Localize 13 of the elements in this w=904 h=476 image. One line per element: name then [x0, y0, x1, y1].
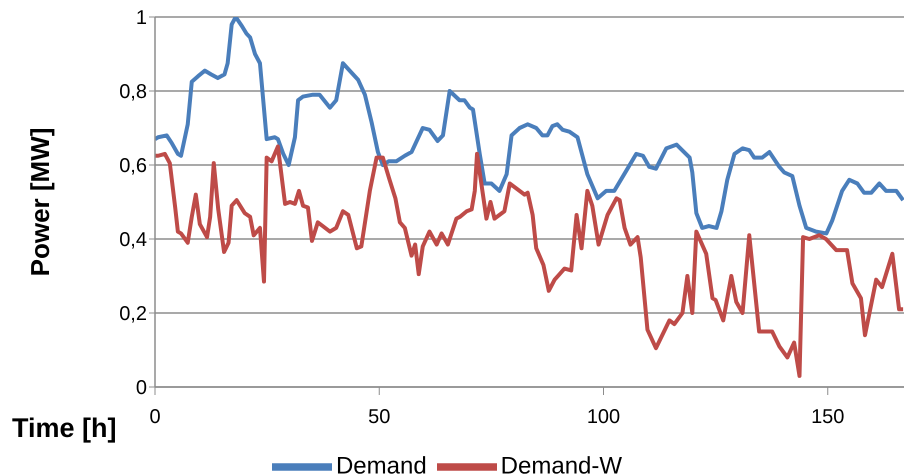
- y-tick-label: 0: [136, 377, 147, 400]
- legend-label: Demand: [336, 452, 427, 476]
- y-axis-title: Power [MW]: [25, 128, 56, 276]
- x-axis-title: Time [h]: [12, 413, 117, 444]
- x-tick-label: 50: [368, 406, 390, 428]
- y-tick-label: 0,8: [119, 81, 147, 104]
- x-tick-label: 150: [811, 406, 844, 428]
- y-tick-label: 0,2: [119, 303, 147, 326]
- y-tick-label: 0,6: [119, 155, 147, 178]
- y-tick-label: 1: [136, 7, 147, 30]
- x-tick-label: 100: [586, 406, 620, 428]
- y-tick-label: 0,4: [119, 229, 147, 252]
- legend-label: Demand-W: [500, 452, 622, 476]
